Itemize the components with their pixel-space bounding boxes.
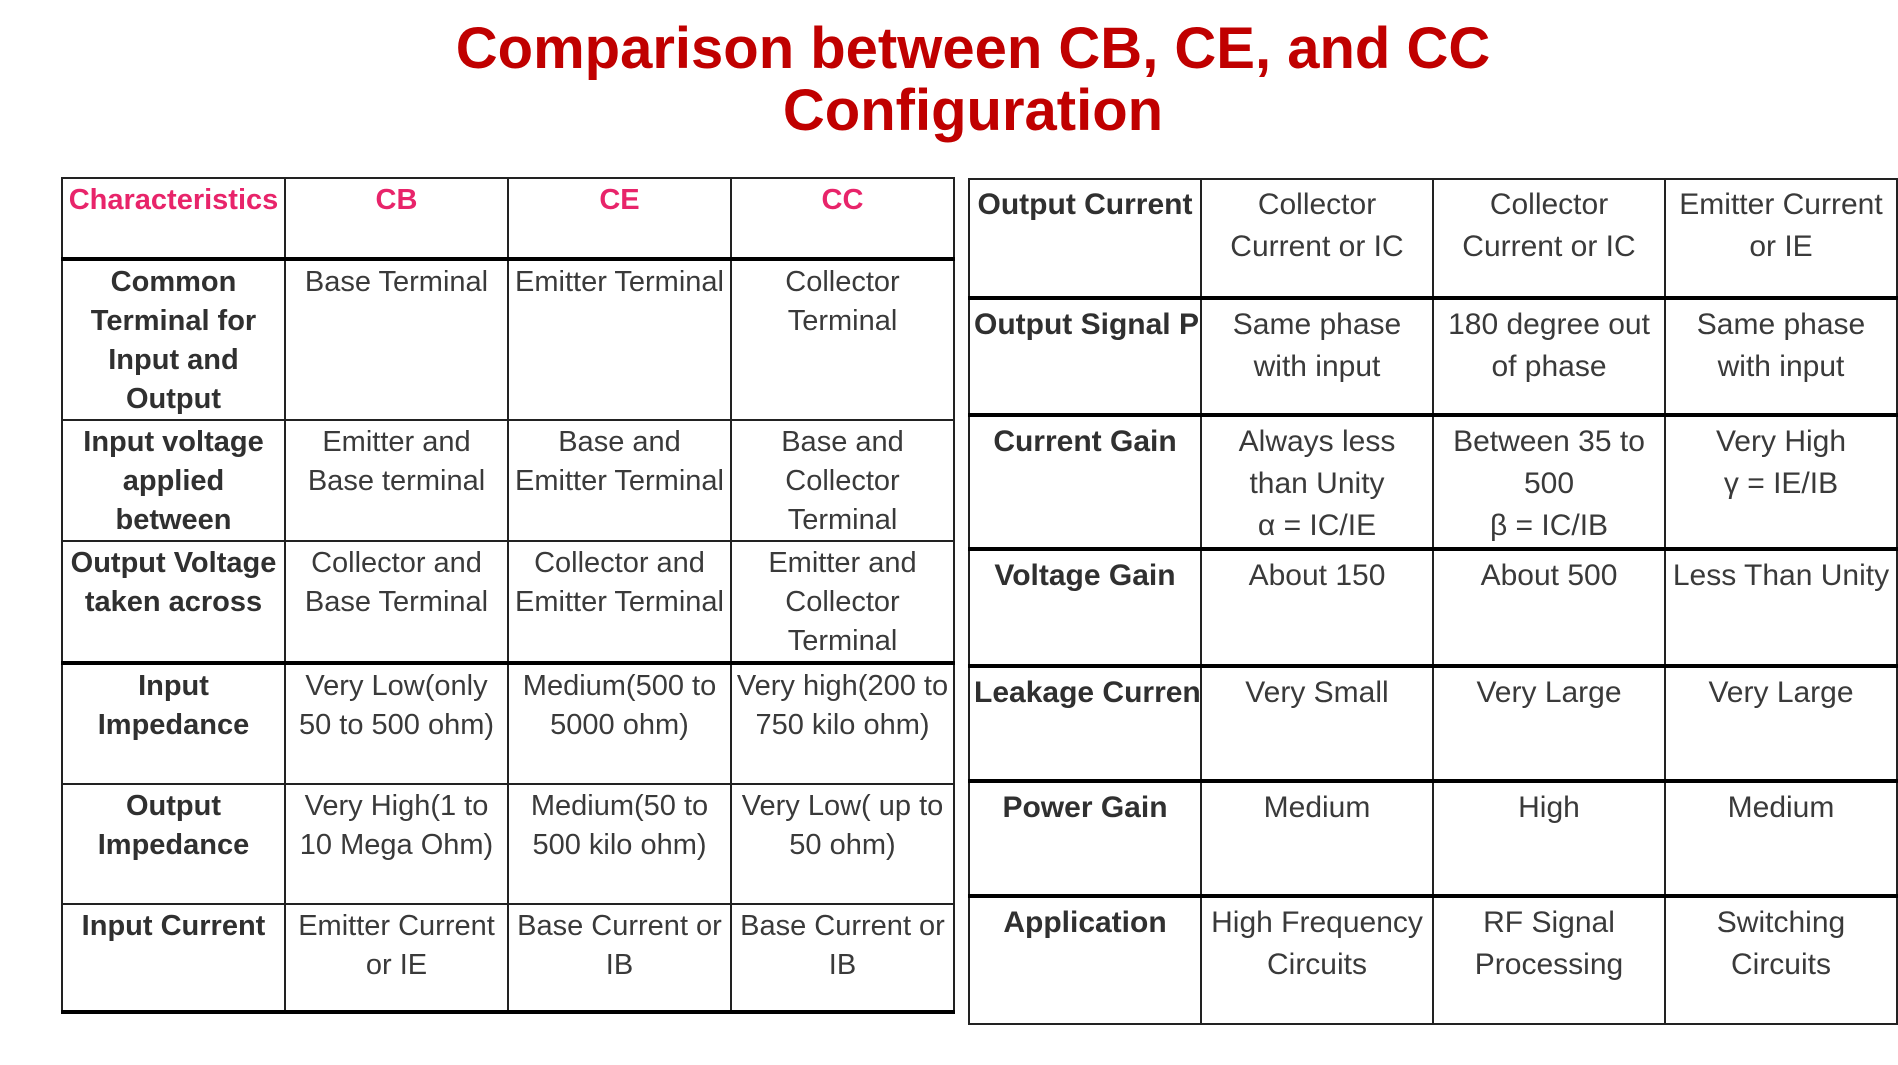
table-row: Output Voltage taken across Collector an…	[61, 540, 955, 664]
table-row: Voltage Gain About 150 About 500 Less Th…	[968, 547, 1898, 667]
header-characteristics: Characteristics	[61, 177, 286, 261]
header-ce: CE	[507, 177, 732, 261]
table-row: Leakage Current Very Small Very Large Ve…	[968, 664, 1898, 782]
cell-ce: Medium(50 to 500 kilo ohm)	[507, 783, 732, 905]
title-line-2: Configuration	[782, 78, 1164, 143]
row-label: Output Signal Phase	[968, 296, 1202, 416]
cell-cb: Very High(1 to 10 Mega Ohm)	[284, 783, 509, 905]
row-label: Power Gain	[968, 779, 1202, 897]
table-row: Input Current Emitter Current or IE Base…	[61, 903, 955, 1014]
table-row: Output Signal Phase Same phase with inpu…	[968, 296, 1898, 416]
row-label: Output Voltage taken across	[61, 540, 286, 664]
table-header-row: Characteristics CB CE CC	[61, 177, 955, 261]
row-label: Common Terminal for Input and Output	[61, 258, 286, 421]
cell-ce: 180 degree out of phase	[1432, 296, 1666, 416]
table-row: Input Impedance Very Low(only 50 to 500 …	[61, 661, 955, 785]
cell-cc: Very Large	[1664, 664, 1898, 782]
row-label: Input Current	[61, 903, 286, 1014]
cell-text: Between 35 to 500	[1453, 425, 1645, 500]
cell-cb: Collector and Base Terminal	[284, 540, 509, 664]
cell-ce: RF Signal Processing	[1432, 894, 1666, 1025]
cell-cc: Emitter Current or IE	[1664, 178, 1898, 299]
table-row: Output Current Collector Current or IC C…	[968, 178, 1898, 299]
row-label: Input voltage applied between	[61, 419, 286, 542]
row-label: Application	[968, 894, 1202, 1025]
cell-cb: Very Low(only 50 to 500 ohm)	[284, 661, 509, 785]
cell-text: Very High	[1715, 425, 1847, 458]
row-label: Input Impedance	[61, 661, 286, 785]
cell-ce: About 500	[1432, 547, 1666, 667]
cell-cb: Same phase with input	[1200, 296, 1434, 416]
cell-cc: Base Current or IB	[730, 903, 955, 1014]
row-label: Output Current	[968, 178, 1202, 299]
cell-cc: Base and Collector Terminal	[730, 419, 955, 542]
cell-ce: Between 35 to 500 β = IC/IB	[1432, 413, 1666, 550]
cell-ce: Collector and Emitter Terminal	[507, 540, 732, 664]
cell-cc: Very high(200 to 750 kilo ohm)	[730, 661, 955, 785]
gamma-formula: γ = IE/IB	[1723, 467, 1839, 500]
row-label: Leakage Current	[968, 664, 1202, 782]
cell-text: Always less than Unity	[1238, 425, 1396, 500]
page-title: Comparison between CB, CE, and CC Config…	[0, 18, 1898, 142]
comparison-table-right: Output Current Collector Current or IC C…	[968, 178, 1898, 1025]
table-row: Application High Frequency Circuits RF S…	[968, 894, 1898, 1025]
header-cc: CC	[730, 177, 955, 261]
cell-cb: Medium	[1200, 779, 1434, 897]
cell-ce: Base Current or IB	[507, 903, 732, 1014]
row-label: Current Gain	[968, 413, 1202, 550]
cell-cc: Switching Circuits	[1664, 894, 1898, 1025]
cell-cb: Always less than Unity α = IC/IE	[1200, 413, 1434, 550]
row-label: Output Impedance	[61, 783, 286, 905]
cell-cb: Collector Current or IC	[1200, 178, 1434, 299]
cell-cc: Medium	[1664, 779, 1898, 897]
table-row: Power Gain Medium High Medium	[968, 779, 1898, 897]
cell-ce: Base and Emitter Terminal	[507, 419, 732, 542]
table-row: Output Impedance Very High(1 to 10 Mega …	[61, 783, 955, 905]
beta-formula: β = IC/IB	[1489, 509, 1609, 542]
cell-cb: Emitter Current or IE	[284, 903, 509, 1014]
header-cb: CB	[284, 177, 509, 261]
cell-cc: Less Than Unity	[1664, 547, 1898, 667]
title-line-1: Comparison between CB, CE, and CC	[455, 16, 1491, 81]
comparison-table-left: Characteristics CB CE CC Common Terminal…	[61, 177, 955, 1014]
cell-cc: Same phase with input	[1664, 296, 1898, 416]
cell-cc: Emitter and Collector Terminal	[730, 540, 955, 664]
table-row: Input voltage applied between Emitter an…	[61, 419, 955, 542]
cell-cb: Very Small	[1200, 664, 1434, 782]
cell-cc: Very Low( up to 50 ohm)	[730, 783, 955, 905]
cell-ce: High	[1432, 779, 1666, 897]
table-row: Common Terminal for Input and Output Bas…	[61, 258, 955, 421]
cell-cb: Emitter and Base terminal	[284, 419, 509, 542]
cell-ce: Very Large	[1432, 664, 1666, 782]
cell-cb: About 150	[1200, 547, 1434, 667]
cell-cb: High Frequency Circuits	[1200, 894, 1434, 1025]
cell-ce: Medium(500 to 5000 ohm)	[507, 661, 732, 785]
alpha-formula: α = IC/IE	[1257, 509, 1377, 542]
cell-ce: Collector Current or IC	[1432, 178, 1666, 299]
cell-cc: Collector Terminal	[730, 258, 955, 421]
cell-cb: Base Terminal	[284, 258, 509, 421]
row-label: Voltage Gain	[968, 547, 1202, 667]
cell-cc: Very High γ = IE/IB	[1664, 413, 1898, 550]
table-row: Current Gain Always less than Unity α = …	[968, 413, 1898, 550]
cell-ce: Emitter Terminal	[507, 258, 732, 421]
